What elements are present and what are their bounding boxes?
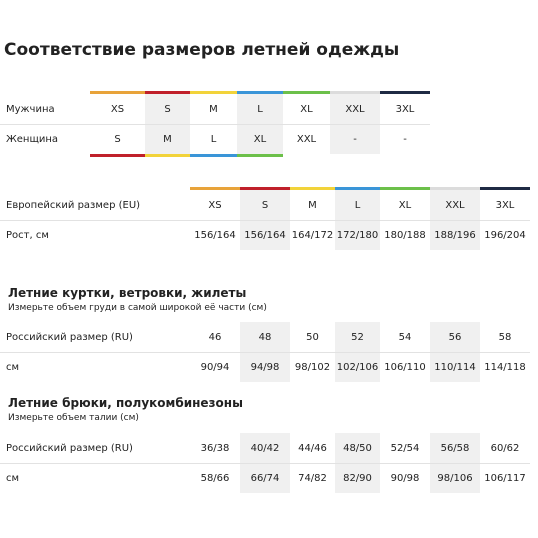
cell: 52/54 <box>390 442 420 454</box>
row-separator <box>0 463 530 464</box>
row-separator <box>0 352 530 353</box>
cell: 74/82 <box>298 472 327 484</box>
size-color-bar <box>380 187 430 190</box>
cell: 188/196 <box>430 220 480 250</box>
cell: 50 <box>306 331 319 343</box>
cell: 114/118 <box>484 361 526 373</box>
cell: 3XL <box>495 199 515 211</box>
row-label: Европейский размер (EU) <box>6 199 141 211</box>
cell: 180/188 <box>384 229 426 241</box>
cell: 56/58 <box>430 433 480 463</box>
size-color-bar <box>90 91 145 94</box>
cell: XS <box>110 103 125 115</box>
row-label: Российский размер (RU) <box>6 331 133 343</box>
cell: 94/98 <box>240 352 290 382</box>
cell: S <box>240 190 290 220</box>
cell: 48 <box>240 322 290 352</box>
cell: 90/98 <box>390 472 420 484</box>
cell: 3XL <box>395 103 415 115</box>
size-color-bar <box>145 154 190 157</box>
size-color-bar <box>480 187 530 190</box>
cell: XXL <box>330 94 380 124</box>
cell: 82/90 <box>335 463 380 493</box>
cell: 66/74 <box>240 463 290 493</box>
cell: 110/114 <box>430 352 480 382</box>
size-color-bar <box>90 154 145 157</box>
cell: 172/180 <box>335 220 380 250</box>
cell: 164/172 <box>291 229 334 241</box>
page-title: Соответствие размеров летней одежды <box>4 40 400 60</box>
row-label: Рост, см <box>6 229 49 241</box>
cell: L <box>237 94 283 124</box>
cell: 52 <box>335 322 380 352</box>
row-label: Мужчина <box>6 103 55 115</box>
cell: L <box>335 190 380 220</box>
cell: 98/102 <box>294 361 331 373</box>
size-color-bar <box>237 154 283 157</box>
size-color-bar <box>380 91 430 94</box>
size-color-bar <box>330 91 380 94</box>
size-color-bar <box>190 154 237 157</box>
cell: M <box>308 199 317 211</box>
size-color-bar <box>335 187 380 190</box>
cell: 54 <box>398 331 412 343</box>
size-color-bar <box>190 91 237 94</box>
size-color-bar <box>237 91 283 94</box>
cell: 60/62 <box>490 442 520 454</box>
cell: XXL <box>296 133 317 145</box>
section-heading: Летние куртки, ветровки, жилеты <box>8 286 247 300</box>
cell: 90/94 <box>200 361 230 373</box>
row-separator <box>0 220 530 221</box>
cell: XL <box>300 103 313 115</box>
cell: S <box>145 94 190 124</box>
cell: 156/164 <box>240 220 290 250</box>
cell: M <box>145 124 190 154</box>
cell: 196/204 <box>484 229 526 241</box>
cell: - <box>403 133 407 145</box>
cell: L <box>210 133 217 145</box>
cell: 44/46 <box>298 442 327 454</box>
row-label: Российский размер (RU) <box>6 442 133 454</box>
cell: 98/106 <box>430 463 480 493</box>
cell: 106/110 <box>384 361 426 373</box>
cell: XXL <box>430 190 480 220</box>
cell: 46 <box>208 331 222 343</box>
cell: - <box>330 124 380 154</box>
size-color-bar <box>290 187 335 190</box>
size-color-bar <box>190 187 240 190</box>
row-label: см <box>6 472 20 484</box>
size-color-bar <box>145 91 190 94</box>
cell: 58/66 <box>200 472 230 484</box>
cell: XS <box>208 199 222 211</box>
row-label: см <box>6 361 20 373</box>
row-label: Женщина <box>6 133 59 145</box>
section-note: Измерьте объем талии (см) <box>8 413 139 423</box>
cell: XL <box>237 124 283 154</box>
cell: 48/50 <box>335 433 380 463</box>
section-note: Измерьте объем груди в самой широкой её … <box>8 303 267 313</box>
cell: 36/38 <box>200 442 230 454</box>
cell: 106/117 <box>484 472 526 484</box>
cell: 102/106 <box>335 352 380 382</box>
cell: 56 <box>430 322 480 352</box>
cell: 58 <box>498 331 512 343</box>
size-color-bar <box>240 187 290 190</box>
row-separator <box>0 124 430 125</box>
cell: M <box>209 103 218 115</box>
cell: XL <box>398 199 412 211</box>
section-heading: Летние брюки, полукомбинезоны <box>8 396 243 410</box>
cell: S <box>114 133 121 145</box>
size-color-bar <box>283 91 330 94</box>
cell: 40/42 <box>240 433 290 463</box>
size-color-bar <box>430 187 480 190</box>
cell: 156/164 <box>194 229 236 241</box>
